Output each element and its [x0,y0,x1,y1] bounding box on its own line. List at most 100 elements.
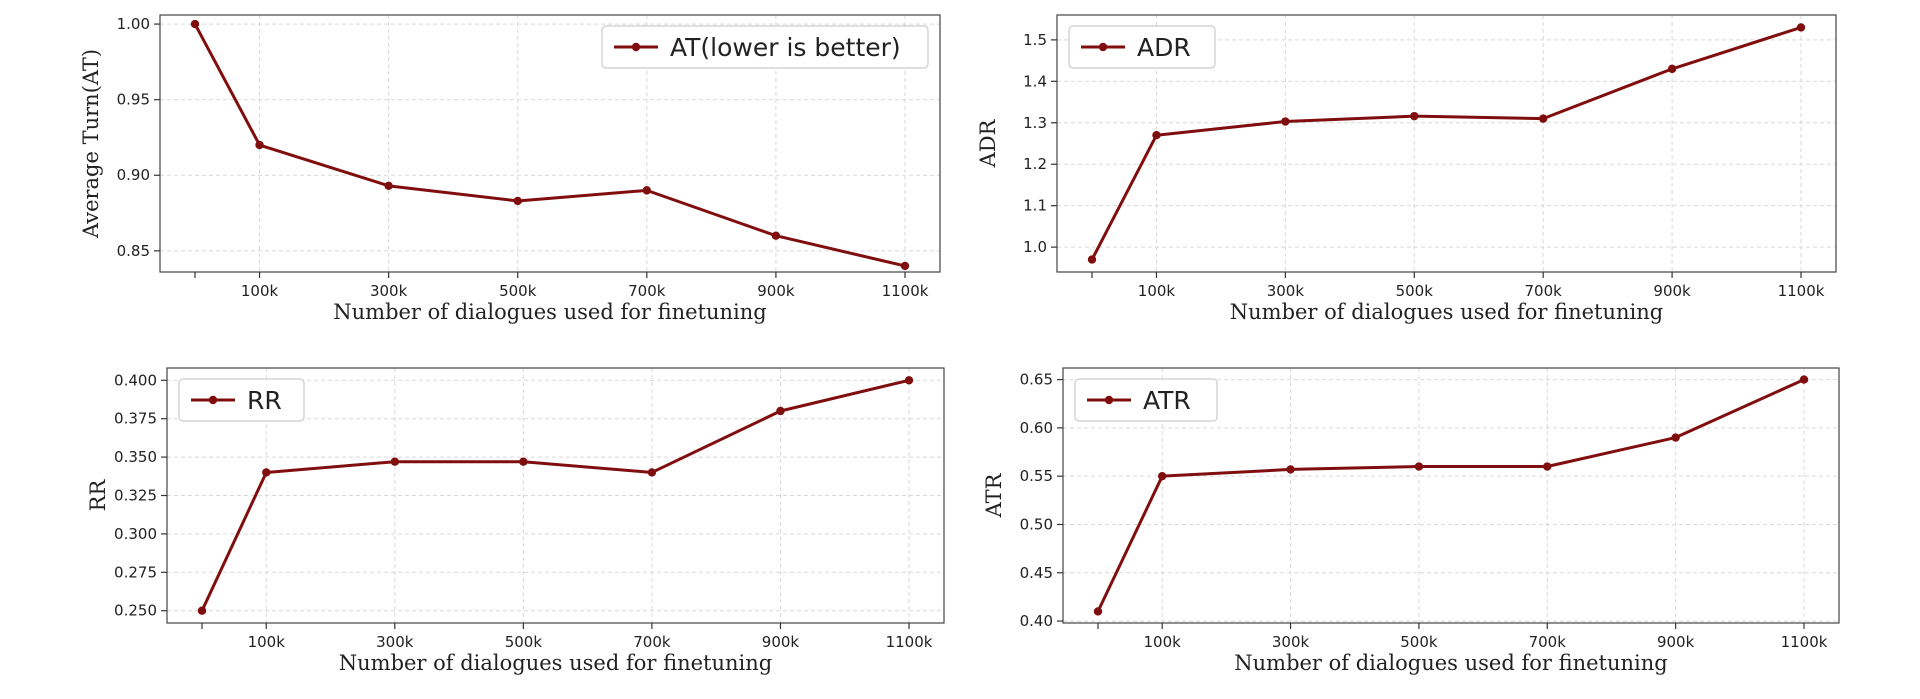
y-tick-label: 0.325 [114,487,157,505]
legend-box [1068,25,1216,69]
y-tick-label: 1.3 [1023,114,1047,132]
y-tick-label: 0.65 [1020,371,1053,389]
legend-marker [208,395,218,405]
x-tick-label: 700k [628,282,666,300]
y-tick-label: 0.50 [1020,515,1053,533]
x-axis-label: Number of dialogues used for finetuning [1234,651,1667,675]
data-point [1671,433,1680,442]
data-point [1410,111,1419,121]
x-tick-label: 900k [1657,633,1695,651]
x-tick-label: 700k [633,633,671,651]
x-tick-label: 300k [376,633,414,651]
data-point [1796,23,1806,32]
x-tick-label: 500k [1396,282,1434,300]
data-point [262,468,271,477]
x-axis-label: Number of dialogues used for finetuning [1230,300,1663,324]
legend-marker [631,42,641,52]
y-tick-label: 0.85 [117,242,150,260]
x-tick-label: 900k [757,282,795,300]
legend-box [601,25,929,69]
data-point [519,457,528,466]
y-axis-label: RR [86,479,110,512]
x-tick-label: 1100k [886,633,933,651]
y-tick-label: 1.4 [1023,72,1047,90]
data-point [1414,462,1424,471]
x-tick-label: 900k [1653,282,1691,300]
plot-frame [1062,367,1840,624]
y-tick-label: 0.250 [114,602,157,620]
legend-label: ATR [1143,386,1191,415]
data-point [390,457,400,466]
x-tick-label: 1100k [882,282,929,300]
data-point [1543,462,1552,471]
data-point [255,140,264,150]
x-tick-label: 100k [1138,282,1176,300]
legend-label: AT(lower is better) [670,33,901,62]
x-tick-label: 300k [1267,282,1305,300]
data-point [1093,607,1103,616]
data-point [1152,131,1161,140]
y-tick-label: 0.400 [114,371,157,389]
y-tick-label: 1.00 [117,15,150,33]
data-point [384,181,393,191]
x-tick-label: 700k [1529,633,1567,651]
chart-atr: 100k 300k 500k 700k 900k 1100k 0.40 0.45 0.50 0.5… [982,367,1840,675]
x-tick-label: 700k [1525,282,1563,300]
plot-frame [1056,14,1837,273]
data-point [513,196,522,206]
y-tick-label: 1.5 [1023,31,1047,49]
data-point [647,468,657,477]
data-point [1799,375,1809,384]
data-point [776,406,785,416]
legend-box [1074,378,1218,422]
legend-box [178,378,305,422]
legend-label: RR [247,386,282,415]
x-axis-label: Number of dialogues used for finetuning [333,300,766,324]
data-point [1157,471,1167,481]
data-point [1667,64,1677,74]
chart-adr: 100k 300k 500k 700k 900k 1100k 1.0 1.1 1.2 1.3 1.4… [976,14,1837,324]
data-point [1538,114,1548,123]
y-tick-label: 0.95 [117,91,150,109]
x-tick-label: 100k [1144,633,1182,651]
x-tick-label: 1100k [1778,282,1825,300]
data-point [771,231,781,240]
y-tick-label: 0.350 [114,448,157,466]
chart-rr: 100k 300k 500k 700k 900k 1100k 0.250 0.275 0.300… [86,367,945,675]
x-tick-label: 100k [241,282,279,300]
y-tick-label: 0.375 [114,410,157,428]
y-axis-label: ATR [982,472,1006,518]
legend-marker [1104,395,1114,405]
x-axis-label: Number of dialogues used for finetuning [339,651,772,675]
data-point [900,261,910,271]
data-point [190,19,200,29]
data-point [642,186,652,195]
x-tick-label: 1100k [1781,633,1828,651]
data-point [1281,117,1290,126]
x-tick-label: 900k [762,633,800,651]
y-axis-label: ADR [976,118,1000,168]
data-point [904,376,914,385]
y-tick-label: 0.40 [1020,612,1053,630]
y-tick-label: 0.275 [114,563,157,581]
x-tick-label: 500k [505,633,543,651]
y-tick-label: 0.60 [1020,419,1053,437]
x-tick-label: 500k [1400,633,1438,651]
x-tick-label: 100k [248,633,286,651]
y-tick-label: 0.300 [114,525,157,543]
legend-label: ADR [1137,33,1191,62]
data-point [197,606,207,615]
x-tick-label: 300k [1272,633,1310,651]
y-tick-label: 1.1 [1023,197,1047,215]
data-point [1087,255,1097,264]
y-tick-label: 1.2 [1023,155,1047,173]
chart-at: 100k 300k 500k 700k 900k 1100k 0.85 0.90 0.95 1.0… [79,14,941,324]
plot-frame [159,14,941,273]
y-tick-label: 0.90 [117,166,150,184]
y-tick-label: 0.45 [1020,564,1053,582]
y-tick-label: 0.55 [1020,467,1053,485]
y-tick-label: 1.0 [1023,238,1047,256]
x-tick-label: 500k [499,282,537,300]
